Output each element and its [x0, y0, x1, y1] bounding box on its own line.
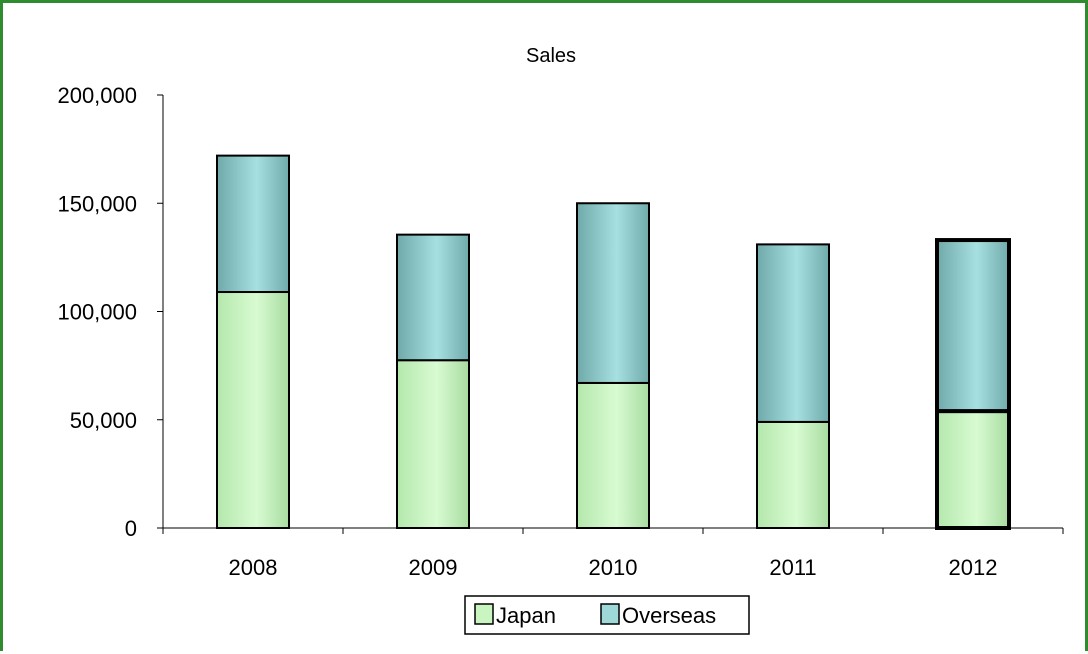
bar-overseas-2011: [756, 243, 830, 423]
legend-swatch-japan: [474, 603, 494, 625]
y-tick-label: 200,000: [57, 83, 137, 108]
legend-label-japan: Japan: [496, 603, 556, 628]
x-tick-label: 2010: [589, 555, 638, 580]
y-tick-label: 0: [125, 516, 137, 541]
bar-overseas-2010: [576, 202, 650, 384]
x-axis: 2008 2009 2010 2011 2012: [162, 527, 1064, 580]
bar-overseas-2008: [216, 154, 290, 294]
bar-overseas-2009: [396, 233, 470, 362]
bars: [216, 154, 1011, 530]
y-tick-label: 150,000: [57, 191, 137, 216]
legend-label-overseas: Overseas: [622, 603, 716, 628]
legend: Japan Overseas: [464, 595, 750, 635]
legend-swatch-overseas: [600, 603, 620, 625]
y-axis: 0 50,000 100,000 150,000 200,000: [57, 83, 164, 541]
chart-title: Sales: [526, 45, 576, 67]
bar-japan-2009: [396, 359, 470, 529]
x-tick-label: 2012: [949, 555, 998, 580]
y-tick-label: 50,000: [70, 408, 137, 433]
y-tick-label: 100,000: [57, 300, 137, 325]
bar-japan-2008: [216, 291, 290, 530]
x-tick-label: 2009: [409, 555, 458, 580]
bar-japan-2010: [576, 381, 650, 529]
bar-japan-2011: [756, 420, 830, 530]
bar-japan-2012: [935, 409, 1011, 530]
x-tick-label: 2011: [769, 555, 816, 580]
bar-overseas-2012: [935, 238, 1011, 414]
x-tick-label: 2008: [229, 555, 278, 580]
